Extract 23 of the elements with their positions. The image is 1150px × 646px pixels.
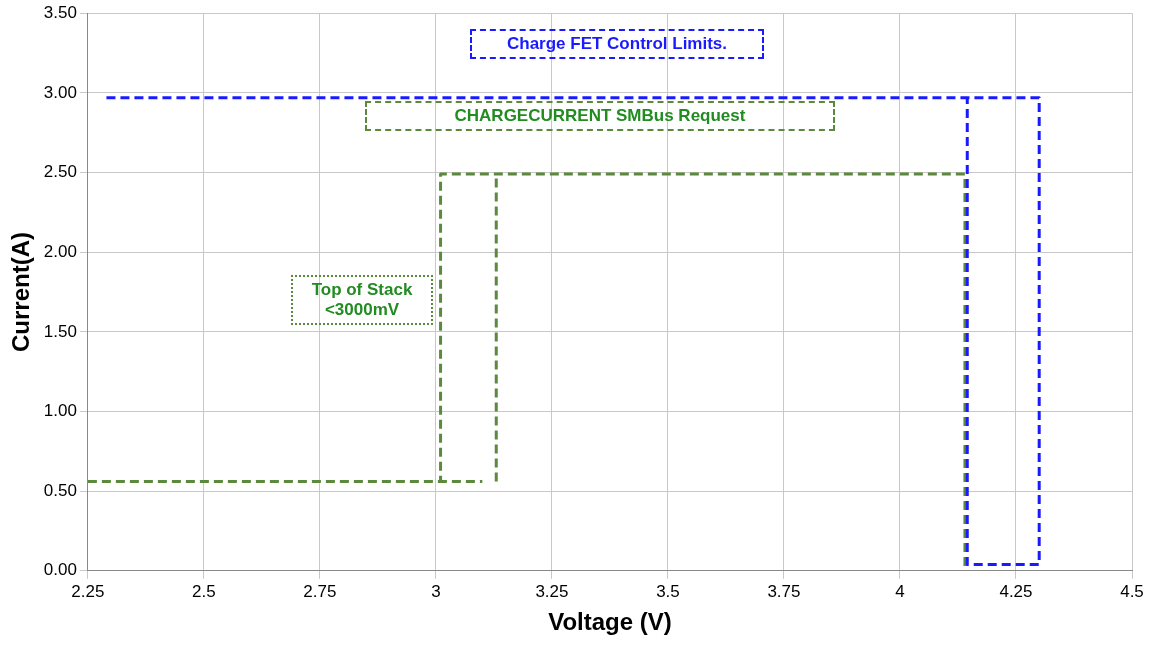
y-tick-label: 2.50 <box>43 162 77 182</box>
annotation: Charge FET Control Limits. <box>470 29 764 59</box>
x-tick-label: 2.75 <box>303 581 337 601</box>
y-tick-label: 3.00 <box>43 82 77 102</box>
annotation: CHARGECURRENT SMBus Request <box>365 101 835 131</box>
y-tick-label: 1.50 <box>43 321 77 341</box>
x-tick-label: 4 <box>895 581 905 601</box>
x-tick-label: 3.25 <box>535 581 569 601</box>
y-tick-label: 2.00 <box>43 241 77 261</box>
y-tick-label: 3.50 <box>43 2 77 22</box>
x-tick-label: 3.75 <box>767 581 801 601</box>
x-tick-label: 2.25 <box>71 581 105 601</box>
x-tick-label: 3.5 <box>656 581 680 601</box>
annotation: Top of Stack <3000mV <box>291 275 433 325</box>
x-tick-label: 3 <box>431 581 441 601</box>
y-tick-label: 0.00 <box>43 560 77 580</box>
x-tick-label: 2.5 <box>192 581 216 601</box>
y-tick-label: 1.00 <box>43 401 77 421</box>
y-axis-title: Current(A) <box>7 232 35 352</box>
y-tick-label: 0.50 <box>43 480 77 500</box>
x-tick-label: 4.5 <box>1120 581 1144 601</box>
x-tick-label: 4.25 <box>999 581 1033 601</box>
x-axis-title: Voltage (V) <box>548 608 672 636</box>
